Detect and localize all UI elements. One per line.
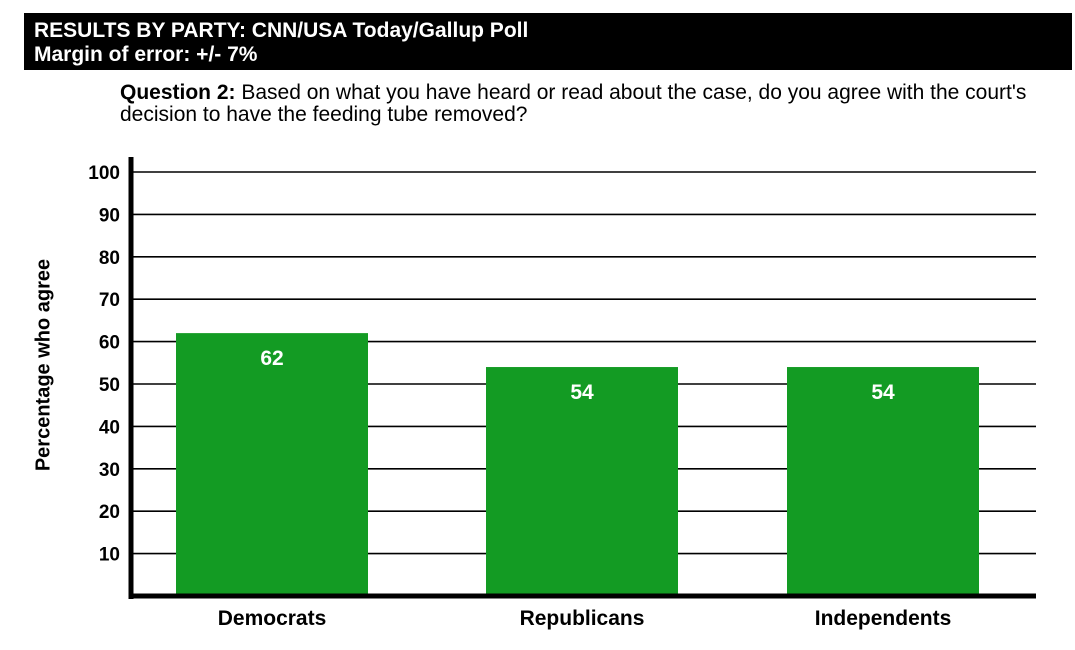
y-tick-label-20: 20 [99,502,120,523]
bar-independents [787,367,979,596]
bar-democrats [176,333,368,596]
y-tick-label-90: 90 [99,205,120,226]
data-label-democrats: 62 [260,347,283,370]
y-tick-label-60: 60 [99,333,120,354]
margin-of-error: Margin of error: +/- 7% [34,43,258,66]
data-label-independents: 54 [871,381,895,404]
question-text: Question 2: Based on what you have heard… [120,82,1040,126]
y-tick-label-70: 70 [99,290,120,311]
question-label: Question 2: [120,81,236,104]
bar-republicans [486,367,678,596]
y-tick-label-50: 50 [99,375,120,396]
y-tick-label-30: 30 [99,460,120,481]
y-tick-label-100: 100 [88,163,120,184]
question-body: Based on what you have heard or read abo… [120,81,1027,126]
category-label-republicans: Republicans [520,607,645,630]
y-tick-label-40: 40 [99,417,120,438]
category-label-independents: Independents [815,607,952,630]
chart-header: RESULTS BY PARTY: CNN/USA Today/Gallup P… [24,13,1072,70]
y-tick-label-80: 80 [99,248,120,269]
category-label-democrats: Democrats [218,607,327,630]
y-tick-label-10: 10 [99,545,120,566]
chart-title: RESULTS BY PARTY: CNN/USA Today/Gallup P… [34,19,529,42]
data-label-republicans: 54 [570,381,594,404]
